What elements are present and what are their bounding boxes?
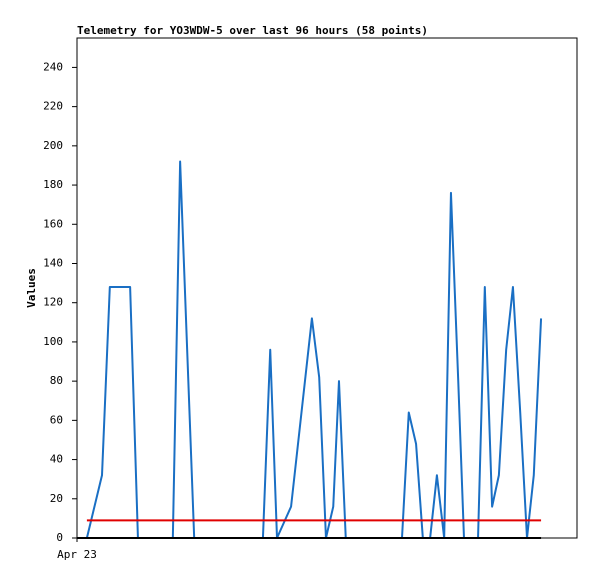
y-tick-label: 20 [50, 492, 63, 505]
y-tick-label: 160 [43, 217, 63, 230]
y-tick-label: 180 [43, 178, 63, 191]
y-tick-label: 80 [50, 374, 63, 387]
y-tick-label: 60 [50, 413, 63, 426]
series-line [85, 160, 543, 539]
y-tick-label: 220 [43, 100, 63, 113]
y-tick-label: 120 [43, 296, 63, 309]
x-tick-label: Apr 23 [57, 548, 97, 561]
y-tick-label: 40 [50, 453, 63, 466]
y-axis-label: Values [25, 268, 38, 308]
chart-title: Telemetry for YO3WDW-5 over last 96 hour… [77, 24, 428, 37]
y-tick-label: 100 [43, 335, 63, 348]
y-tick-label: 240 [43, 60, 63, 73]
y-tick-label: 200 [43, 139, 63, 152]
y-tick-label: 140 [43, 256, 63, 269]
y-tick-label: 0 [56, 531, 63, 544]
